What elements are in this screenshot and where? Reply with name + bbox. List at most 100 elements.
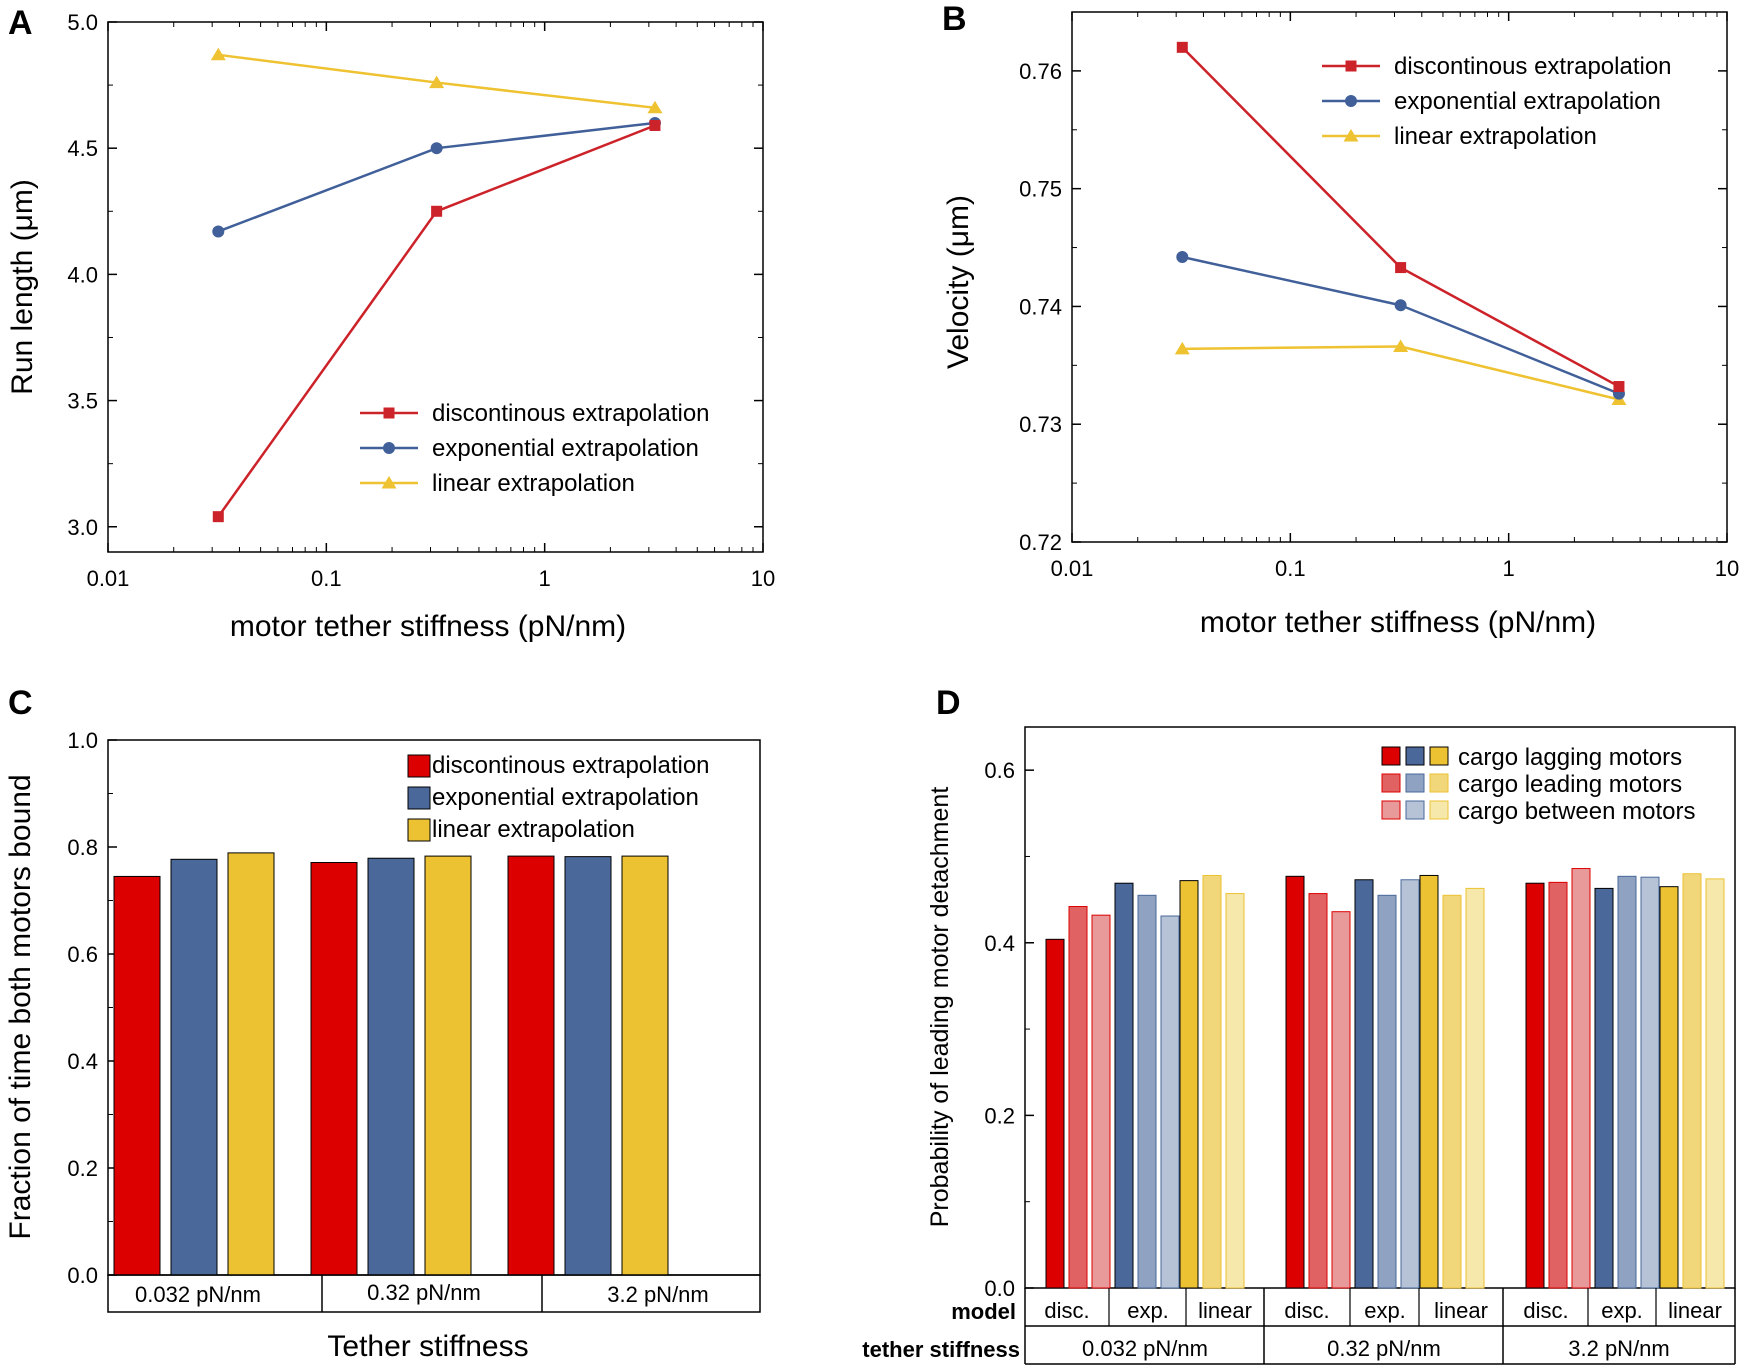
data-point-disc	[1613, 381, 1625, 393]
legend-swatch	[1429, 800, 1449, 820]
bar-bar_disc	[507, 855, 555, 1276]
chart-d-legend: cargo lagging motors cargo leading motor…	[1381, 744, 1695, 825]
panel-letter-c: C	[8, 684, 33, 722]
chart-a-legend-label-2: linear extrapolation	[432, 470, 635, 497]
chart-a-y-label: Run length (μm)	[6, 179, 39, 395]
chart-c-legend-label-2: linear extrapolation	[432, 816, 635, 843]
legend-marker-exp	[1345, 95, 1357, 107]
y-tick-label: 0.76	[1019, 59, 1062, 84]
bar-exp-2	[1640, 876, 1660, 1289]
x-tick-label: 0.1	[311, 566, 342, 591]
bar-linear-2	[1225, 893, 1245, 1289]
chart-d-row-label-model: model	[951, 1299, 1016, 1324]
chart-b-legend-marker-1	[1345, 95, 1357, 107]
data-point-disc	[431, 205, 443, 217]
bar-bar_exp	[367, 857, 415, 1276]
model-label: linear	[1434, 1298, 1488, 1323]
bar-disc-0	[1285, 875, 1305, 1289]
y-tick-label: 0.4	[67, 1049, 98, 1074]
chart-a-legend-marker-2	[381, 476, 397, 489]
y-tick-label: 4.0	[67, 262, 98, 287]
data-point-exp	[1394, 299, 1407, 312]
bar-exp-2	[1400, 879, 1420, 1289]
chart-c-y-ticks: 0.0 0.2 0.4 0.6 0.8 1.0	[67, 728, 117, 1288]
y-tick-label: 0.73	[1019, 412, 1062, 437]
chart-a-legend-label-0: discontinous extrapolation	[432, 400, 710, 427]
data-point-lin	[647, 100, 663, 114]
chart-b-x-ticks: 0.01 0.1 1 10	[1051, 12, 1739, 581]
bar-disc-1	[1308, 893, 1328, 1289]
legend-swatch	[1429, 746, 1449, 766]
x-tick-label: 1	[1503, 556, 1515, 581]
panel-letter-b: B	[942, 0, 967, 38]
bar-bar_disc	[310, 862, 358, 1276]
bar-exp-1	[1137, 894, 1157, 1289]
bar-exp-0	[1354, 879, 1374, 1289]
bar-linear-2	[1705, 878, 1725, 1289]
y-tick-label: 0.6	[67, 942, 98, 967]
y-tick-label: 0.4	[984, 931, 1015, 956]
x-tick-label: 1	[539, 566, 551, 591]
data-point-exp	[430, 142, 443, 155]
data-point-disc	[649, 119, 661, 131]
panel-letter-d: D	[936, 684, 961, 722]
bar-linear-0	[1419, 874, 1439, 1289]
chart-d: 0.0 0.2 0.4 0.6 disc. exp. linear disc. exp. lin…	[862, 726, 1736, 1365]
data-point-lin	[1174, 341, 1190, 355]
y-tick-label: 0.0	[984, 1276, 1015, 1301]
stiffness-label: 0.32 pN/nm	[1327, 1336, 1441, 1361]
chart-c-category-label-1: 0.32 pN/nm	[367, 1280, 481, 1305]
bar-exp-1	[1617, 875, 1637, 1289]
bar-disc-2	[1091, 914, 1111, 1289]
data-point-disc	[1395, 262, 1407, 274]
x-tick-label: 10	[751, 566, 775, 591]
bar-disc-2	[1331, 911, 1351, 1289]
chart-b-x-label: motor tether stiffness (pN/nm)	[1200, 606, 1596, 639]
bar-exp-0	[1594, 887, 1614, 1289]
y-tick-label: 4.5	[67, 136, 98, 161]
data-point-disc	[212, 511, 224, 523]
chart-b-legend: discontinous extrapolation exponential e…	[1322, 53, 1672, 150]
bar-linear-0	[1179, 880, 1199, 1289]
legend-swatch	[1405, 773, 1425, 793]
bar-bar_lin	[227, 852, 275, 1276]
legend-marker-lin	[1343, 129, 1359, 142]
legend-marker-disc	[1345, 60, 1357, 72]
y-tick-label: 0.74	[1019, 294, 1062, 319]
legend-swatch	[1405, 746, 1425, 766]
chart-c-category-box	[107, 1274, 761, 1313]
chart-c: 0.0 0.2 0.4 0.6 0.8 1.0 0.032 pN/nm 0.32 pN/n…	[4, 728, 761, 1363]
bar-bar_exp	[564, 856, 612, 1276]
bar-linear-1	[1202, 874, 1222, 1289]
bar-exp-0	[1114, 882, 1134, 1289]
chart-c-category-label-2: 3.2 pN/nm	[607, 1282, 709, 1307]
chart-a-legend-label-1: exponential extrapolation	[432, 435, 699, 462]
data-point-lin	[210, 47, 226, 61]
chart-d-legend-label-0: cargo lagging motors	[1458, 744, 1682, 771]
y-tick-label: 1.0	[67, 728, 98, 753]
y-tick-label: 0.0	[67, 1263, 98, 1288]
y-tick-label: 3.5	[67, 389, 98, 414]
model-label: disc.	[1284, 1298, 1329, 1323]
y-tick-label: 0.75	[1019, 177, 1062, 202]
chart-b-legend-label-2: linear extrapolation	[1394, 123, 1597, 150]
panel-letter-a: A	[8, 4, 33, 42]
chart-d-legend-label-2: cargo between motors	[1458, 798, 1695, 825]
model-label: disc.	[1523, 1298, 1568, 1323]
chart-a-x-label: motor tether stiffness (pN/nm)	[230, 610, 626, 643]
model-label: linear	[1668, 1298, 1722, 1323]
chart-b-y-ticks: 0.72 0.73 0.74 0.75 0.76	[1019, 11, 1727, 555]
model-label: disc.	[1044, 1298, 1089, 1323]
chart-a-frame	[107, 21, 764, 553]
y-tick-label: 0.2	[984, 1103, 1015, 1128]
chart-a-x-ticks: 0.01 0.1 1 10	[87, 22, 775, 591]
chart-b-legend-label-1: exponential extrapolation	[1394, 88, 1661, 115]
data-point-disc	[1176, 41, 1188, 53]
bar-linear-1	[1442, 894, 1462, 1289]
chart-b-legend-label-0: discontinous extrapolation	[1394, 53, 1672, 80]
chart-a-legend-marker-1	[383, 442, 395, 454]
model-label: exp.	[1364, 1298, 1406, 1323]
model-label: linear	[1198, 1298, 1252, 1323]
chart-b: 0.01 0.1 1 10 0.72 0.73 0.74 0.75 0.76 motor te…	[942, 11, 1739, 639]
legend-swatch	[1381, 800, 1401, 820]
